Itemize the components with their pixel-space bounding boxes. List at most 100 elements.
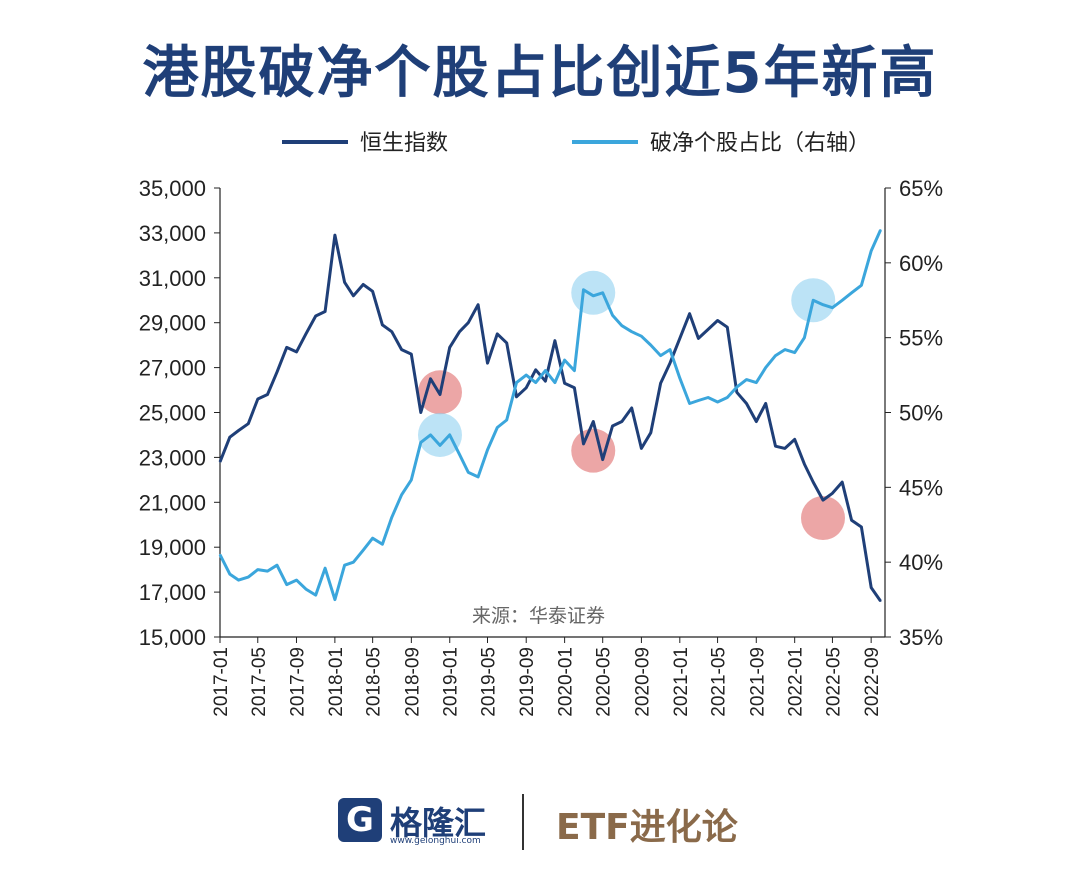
- data-point-hsi: [659, 382, 662, 385]
- data-point-hsi: [486, 362, 489, 364]
- data-point-hsi: [362, 283, 364, 286]
- data-point-pb-ratio: [429, 434, 432, 436]
- data-point-hsi: [391, 330, 393, 333]
- data-point-hsi: [285, 346, 288, 349]
- data-point-pb-ratio: [486, 449, 489, 451]
- data-point-hsi: [410, 353, 413, 355]
- data-point-hsi: [745, 402, 748, 405]
- data-point-hsi: [755, 420, 758, 423]
- data-point-pb-ratio: [669, 348, 671, 351]
- y-left-tick-label: 33,000: [139, 221, 206, 246]
- axes: 15,000 17,000 19,000 21,000 23,000 25,000 27,0…: [139, 176, 943, 717]
- y-right-tick-label: 60%: [899, 251, 943, 276]
- x-tick-label: 2017-09: [287, 647, 308, 717]
- data-point-hsi: [784, 447, 786, 450]
- data-point-hsi: [879, 600, 882, 602]
- data-point-hsi: [860, 526, 863, 528]
- data-point-pb-ratio: [601, 291, 604, 294]
- data-point-pb-ratio: [573, 369, 576, 372]
- data-point-pb-ratio: [285, 583, 288, 586]
- data-point-hsi: [716, 319, 719, 322]
- x-tick-label: 2022-09: [862, 647, 883, 717]
- data-point-hsi: [573, 387, 576, 389]
- chart-canvas: 恒生指数 破净个股占比（右轴） 15,000 17,000 19,000 21,000…: [139, 131, 943, 717]
- data-point-pb-ratio: [688, 402, 691, 405]
- data-point-pb-ratio: [458, 453, 461, 456]
- x-tick-label: 2017-05: [249, 647, 270, 717]
- data-point-hsi: [563, 382, 566, 385]
- data-point-pb-ratio: [812, 299, 815, 302]
- data-point-hsi: [334, 234, 336, 236]
- data-point-pb-ratio: [237, 579, 240, 581]
- data-point-pb-ratio: [467, 471, 470, 474]
- data-point-pb-ratio: [496, 426, 499, 429]
- data-point-hsi: [707, 328, 709, 331]
- data-point-hsi: [544, 380, 547, 382]
- data-point-pb-ratio: [650, 344, 652, 346]
- data-point-pb-ratio: [697, 399, 700, 402]
- data-point-pb-ratio: [621, 324, 623, 327]
- logo-letter: G: [346, 800, 374, 840]
- data-point-pb-ratio: [831, 306, 834, 309]
- data-point-hsi: [841, 481, 843, 483]
- data-point-hsi: [592, 420, 595, 423]
- data-point-pb-ratio: [381, 543, 384, 546]
- data-point-hsi: [419, 411, 422, 414]
- data-point-pb-ratio: [314, 594, 317, 596]
- data-point-pb-ratio: [247, 576, 250, 578]
- x-tick-label: 2019-05: [479, 647, 500, 717]
- x-tick-label: 2020-05: [594, 647, 615, 717]
- data-point-hsi: [611, 425, 614, 427]
- data-point-hsi: [237, 429, 240, 432]
- data-point-pb-ratio: [515, 381, 518, 384]
- highlight-circle-red: [801, 496, 846, 541]
- y-right-tick-label: 45%: [899, 475, 943, 500]
- gelonghui-logo-icon: G: [338, 798, 382, 842]
- data-point-hsi: [812, 481, 815, 483]
- data-point-hsi: [850, 519, 853, 522]
- data-point-hsi: [774, 445, 777, 447]
- data-point-pb-ratio: [219, 553, 221, 556]
- data-point-hsi: [554, 339, 556, 342]
- y-left-tick-label: 21,000: [139, 490, 206, 515]
- legend-label-ratio: 破净个股占比（右轴）: [650, 131, 870, 156]
- data-point-pb-ratio: [410, 479, 413, 481]
- data-point-hsi: [697, 337, 700, 340]
- legend-label-hsi: 恒生指数: [360, 131, 448, 156]
- data-point-hsi: [525, 387, 528, 389]
- data-point-pb-ratio: [716, 401, 719, 403]
- data-point-hsi: [256, 398, 259, 400]
- data-point-pb-ratio: [611, 314, 614, 317]
- data-point-hsi: [601, 458, 604, 461]
- data-point-hsi: [822, 499, 824, 501]
- x-tick-label: 2018-01: [326, 647, 347, 717]
- data-point-hsi: [429, 378, 432, 380]
- legend: 恒生指数 破净个股占比（右轴）: [282, 131, 870, 156]
- data-point-pb-ratio: [774, 354, 777, 357]
- x-tick-label: 2021-05: [709, 647, 730, 717]
- data-point-pb-ratio: [256, 568, 259, 571]
- data-point-pb-ratio: [439, 444, 441, 447]
- data-point-hsi: [400, 348, 403, 351]
- data-point-pb-ratio: [295, 579, 298, 581]
- series-layer: [218, 229, 882, 602]
- y-right-tick-label: 35%: [899, 625, 943, 650]
- logo-url: www.gelonghui.com: [390, 836, 481, 846]
- data-point-pb-ratio: [343, 564, 346, 566]
- data-point-pb-ratio: [679, 377, 681, 379]
- data-point-pb-ratio: [391, 516, 393, 519]
- data-point-pb-ratio: [630, 330, 633, 333]
- data-point-hsi: [870, 586, 872, 589]
- series-line-pb-ratio: [218, 229, 882, 602]
- data-point-pb-ratio: [860, 284, 863, 287]
- data-point-pb-ratio: [870, 250, 872, 252]
- x-tick-label: 2021-09: [747, 647, 768, 717]
- data-point-pb-ratio: [803, 336, 806, 339]
- chart-title: 港股破净个股占比创近5年新高: [142, 41, 938, 106]
- data-point-hsi: [276, 371, 278, 373]
- series-line-hsi: [218, 233, 882, 602]
- data-point-pb-ratio: [400, 494, 403, 496]
- x-tick-label: 2018-09: [402, 647, 423, 717]
- x-tick-label: 2019-01: [441, 647, 462, 717]
- footer: G 格隆汇 www.gelonghui.com ETF进化论: [0, 790, 1080, 860]
